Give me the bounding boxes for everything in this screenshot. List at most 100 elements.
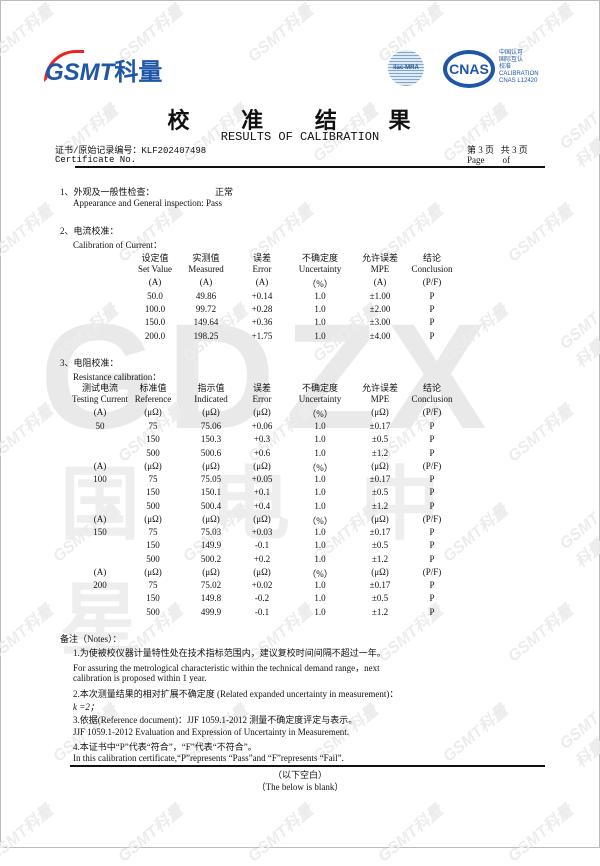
table-cell: P [429,447,435,458]
table-cell: 100.0 [144,304,166,315]
table-cell: 500 [146,606,160,617]
column-header: 指示值 [197,383,225,393]
table-cell: 150 [146,540,160,551]
column-header: 不确定度 [301,383,339,393]
table-cell: (μΩ) [371,566,389,577]
column-header: Uncertainty [298,264,342,275]
column-header: (μΩ) [144,407,162,418]
table-cell: 200 [93,580,107,590]
column-header: (μΩ) [371,407,389,418]
table-cell: 1.0 [314,291,326,301]
table-cell: (P/F) [422,513,442,524]
table-cell: 100 [93,474,107,484]
table-cell: P [429,304,435,315]
table-cell: +1.75 [251,330,273,341]
table-cell: P [429,606,435,617]
column-header: Indicated [194,394,228,405]
table-cell: 150.1 [200,487,222,498]
column-header: 误差 [252,383,272,393]
column-header: 误差 [252,253,272,263]
table-cell: 500.4 [200,500,222,511]
table-cell: ±1.00 [369,291,391,301]
column-header: （%） [307,409,333,420]
table-cell: 75 [148,474,158,484]
table-cell: +0.1 [253,487,271,498]
table-cell: ±3.00 [369,317,391,328]
table-cell: 1.0 [314,527,326,537]
table-cell: P [429,317,435,328]
cnas-logo: CNAS [443,50,495,88]
certificate-number: 证书/原始记录编号：KLF202407498 [55,146,207,156]
table-cell: ±2.00 [369,304,391,315]
section2-en: Calibration of Current： [73,240,162,250]
table-cell: 198.25 [193,330,219,341]
table-cell: (μΩ) [202,566,220,577]
table-cell: 49.86 [195,291,217,301]
table-cell: （%） [307,568,333,579]
table-cell: 1.0 [314,304,326,315]
table-cell: 1.0 [314,540,326,551]
page-title: 校 准 结 果 [167,108,433,134]
table-cell: 500 [146,500,160,511]
column-header: Testing Current [71,394,129,405]
note-line: 2.本次测量结果的相对扩展不确定度 (Related expanded unce… [73,689,399,699]
table-cell: P [429,474,435,484]
table-cell: 1.0 [314,447,326,458]
table-cell: 1.0 [314,317,326,328]
table-cell: +0.4 [253,500,271,511]
table-cell: P [429,487,435,498]
table-cell: P [429,330,435,341]
column-header: 不确定度 [301,253,339,263]
watermark-gdzx: GDZX [40,292,497,460]
table-cell: 75.03 [200,527,222,537]
table-cell: 75 [148,580,158,590]
table-cell: 1.0 [314,593,326,604]
column-header: Conclusion [411,264,453,275]
table-cell: P [429,291,435,301]
column-header: 允许误差 [361,383,399,393]
table-cell: 99.72 [195,304,217,315]
table-cell: 1.0 [314,474,326,484]
table-cell: +0.03 [251,527,273,537]
column-header: Error [252,394,272,405]
table-cell: 500.6 [200,447,222,458]
table-cell: 1.0 [314,553,326,564]
note-line: In this calibration certificate,“P”repre… [73,753,344,763]
table-cell: 150 [93,527,107,537]
column-header: (A) [255,277,269,288]
column-header: MPE [370,394,390,405]
table-cell: 1.0 [314,330,326,341]
table-cell: (μΩ) [253,513,271,524]
note-line: k =2； [73,702,99,712]
table-cell: ±0.17 [369,580,391,590]
table-cell: ±1.2 [371,447,389,458]
table-cell: ±0.17 [369,527,391,537]
column-header: 测试电流 [81,383,119,393]
table-cell: 150.0 [144,317,166,328]
note-line: 1.为使被校仪器计量特性处在技术指标范围内，建议复校时间间隔不超过一年。 [73,648,386,658]
table-cell: +0.28 [251,304,273,315]
column-header: 实测值 [192,253,220,263]
column-header: Set Value [137,264,173,275]
table-cell: 1.0 [314,580,326,590]
column-header: Uncertainty [298,394,342,405]
table-cell: +0.2 [253,553,271,564]
table-cell: 75.02 [200,580,222,590]
table-cell: ±1.2 [371,500,389,511]
table-cell: -0.1 [254,606,270,617]
column-header: Error [252,264,272,275]
column-header: Reference [134,394,172,405]
table-cell: 150 [146,487,160,498]
section1-en: Appearance and General inspection: Pass [73,198,222,208]
table-cell: 1.0 [314,487,326,498]
table-cell: -0.2 [254,593,270,604]
column-header: (μΩ) [253,407,271,418]
column-header: (P/F) [422,407,442,418]
ilac-mra-logo: ilac-MRA [388,50,424,86]
table-cell: 50.0 [147,291,163,301]
column-header: 标准值 [139,383,167,393]
gsmt-logo: GSMT科量 [45,59,163,86]
table-cell: 75.05 [200,474,222,484]
table-cell: 1.0 [314,421,326,431]
section2-title: 2、电流校准： [60,226,119,236]
